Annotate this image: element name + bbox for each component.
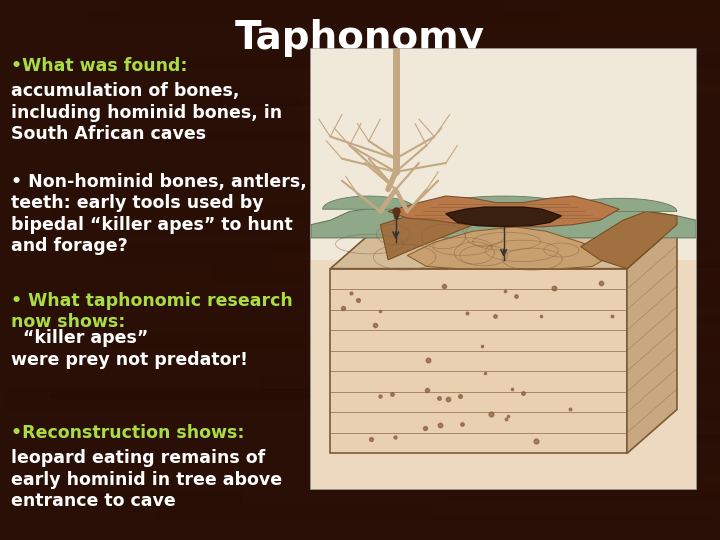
Text: “killer apes”
were prey not predator!: “killer apes” were prey not predator! bbox=[11, 329, 248, 369]
Text: • What taphonomic research
now shows:: • What taphonomic research now shows: bbox=[11, 292, 292, 331]
Text: • Non-hominid bones, antlers,
teeth: early tools used by
bipedal “killer apes” t: • Non-hominid bones, antlers, teeth: ear… bbox=[11, 173, 307, 255]
Bar bbox=[449, 482, 720, 499]
Bar bbox=[159, 276, 556, 296]
Bar bbox=[162, 516, 714, 521]
Bar bbox=[311, 49, 696, 269]
Bar bbox=[86, 492, 242, 505]
Bar bbox=[409, 474, 720, 490]
Bar bbox=[261, 375, 582, 391]
Polygon shape bbox=[426, 196, 581, 212]
Bar bbox=[120, 0, 503, 12]
Text: •Reconstruction shows:: •Reconstruction shows: bbox=[11, 424, 244, 442]
Bar bbox=[89, 11, 559, 25]
Text: •What was found:: •What was found: bbox=[11, 57, 187, 75]
Bar bbox=[489, 11, 720, 30]
Bar bbox=[317, 408, 720, 421]
Polygon shape bbox=[330, 269, 627, 454]
Bar bbox=[387, 369, 720, 384]
Bar bbox=[359, 259, 720, 268]
Polygon shape bbox=[446, 207, 562, 226]
Text: Taphonomy: Taphonomy bbox=[235, 19, 485, 57]
Bar bbox=[301, 92, 677, 110]
Bar bbox=[112, 334, 306, 347]
Bar bbox=[316, 409, 720, 416]
Bar bbox=[241, 288, 720, 306]
Bar bbox=[313, 104, 668, 109]
Polygon shape bbox=[323, 196, 415, 209]
Bar bbox=[272, 252, 655, 272]
Bar bbox=[220, 97, 397, 106]
Bar bbox=[523, 55, 720, 66]
Polygon shape bbox=[627, 225, 677, 454]
Bar bbox=[453, 317, 720, 326]
Bar bbox=[427, 284, 720, 290]
Bar bbox=[211, 265, 720, 282]
Bar bbox=[155, 56, 418, 67]
Bar bbox=[50, 393, 405, 397]
Bar bbox=[525, 459, 684, 475]
Bar bbox=[92, 132, 333, 142]
Bar bbox=[310, 241, 712, 249]
Polygon shape bbox=[388, 196, 619, 227]
Text: accumulation of bones,
including hominid bones, in
South African caves: accumulation of bones, including hominid… bbox=[11, 82, 282, 143]
Polygon shape bbox=[562, 198, 677, 212]
Bar bbox=[103, 242, 444, 263]
Polygon shape bbox=[581, 212, 677, 269]
Bar bbox=[108, 332, 712, 350]
Polygon shape bbox=[408, 227, 611, 269]
Polygon shape bbox=[380, 202, 485, 260]
Bar bbox=[124, 225, 274, 234]
Bar bbox=[157, 505, 433, 520]
Bar bbox=[366, 90, 720, 98]
Bar bbox=[95, 204, 436, 224]
Polygon shape bbox=[311, 207, 696, 238]
Bar bbox=[311, 260, 696, 489]
Bar bbox=[536, 336, 720, 353]
Bar bbox=[53, 206, 648, 218]
Bar bbox=[311, 49, 696, 489]
Polygon shape bbox=[330, 225, 677, 269]
Text: leopard eating remains of
early hominid in tree above
entrance to cave: leopard eating remains of early hominid … bbox=[11, 449, 282, 510]
Bar bbox=[459, 276, 720, 283]
Bar bbox=[401, 434, 720, 441]
Bar bbox=[542, 84, 720, 93]
Bar bbox=[6, 389, 569, 409]
